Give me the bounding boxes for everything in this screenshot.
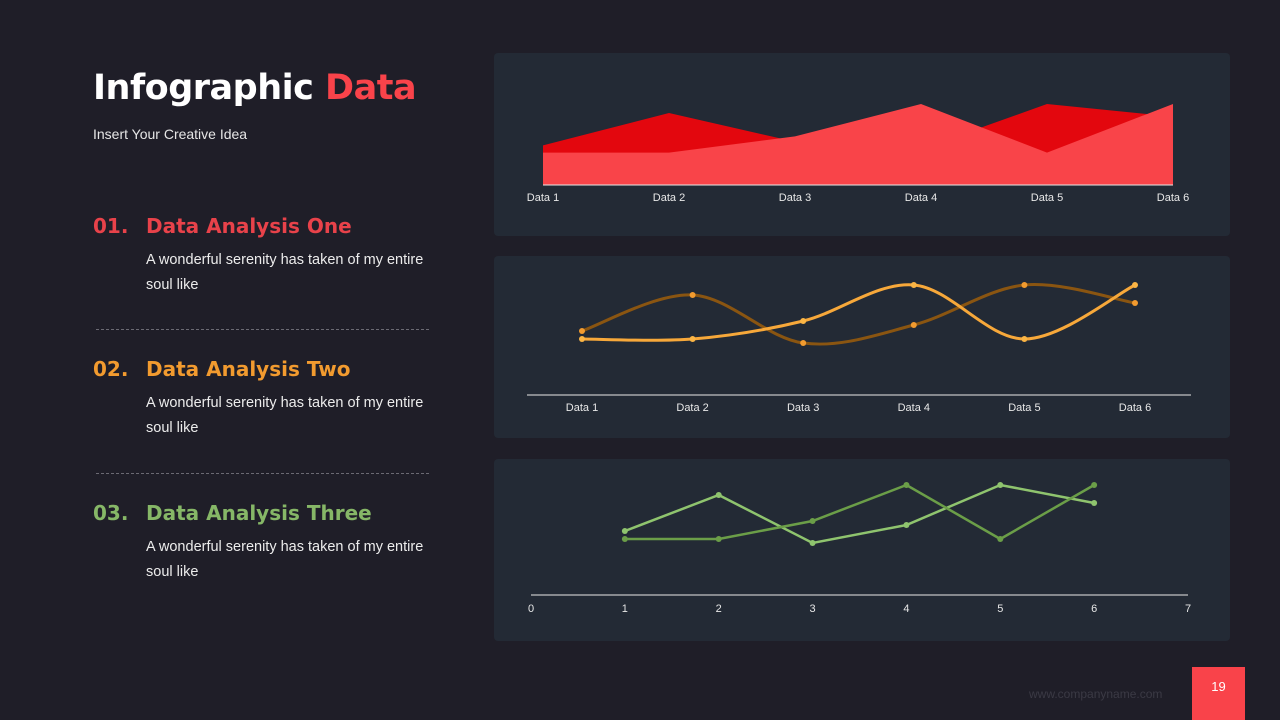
x-tick-label: 6 [1091,603,1097,615]
item-number: 03. [93,501,129,525]
item-title: Data Analysis One [146,214,352,238]
divider [96,329,429,330]
x-tick-label: Data 6 [1119,402,1151,414]
x-tick-label: Data 2 [653,192,685,204]
x-tick-label: 2 [716,603,722,615]
line-series-1 [581,283,1136,346]
line-series-1 [624,483,1095,545]
x-tick-label: 0 [528,603,534,615]
x-tick-label: Data 1 [566,402,598,414]
area-series-2 [543,104,1173,185]
item-title: Data Analysis Two [146,357,351,381]
x-tick-label: 1 [622,603,628,615]
x-tick-label: Data 2 [676,402,708,414]
page-number-badge: 19 [1192,667,1245,720]
x-tick-label: Data 4 [898,402,930,414]
page-subtitle: Insert Your Creative Idea [93,126,248,142]
item-description: A wonderful serenity has taken of my ent… [146,252,424,293]
line-chart: 0 1 2 3 4 5 6 7 [528,482,1191,615]
line-series-2 [624,483,1095,541]
divider [96,473,429,474]
x-tick-label: Data 6 [1157,192,1189,204]
item-title: Data Analysis Three [146,501,372,525]
x-tick-label: 5 [997,603,1003,615]
x-tick-label: Data 3 [779,192,811,204]
title-accent: Data [325,68,417,108]
footer-url: www.companyname.com [1029,687,1163,701]
x-tick-label: Data 3 [787,402,819,414]
x-tick-label: 3 [810,603,816,615]
title-main: Infographic [93,68,314,108]
item-number: 02. [93,357,129,381]
area-chart-panel: Data 1 Data 2 Data 3 Data 4 Data 5 Data 6 [494,53,1230,236]
x-tick-label: Data 4 [905,192,937,204]
smooth-line-chart-panel: Data 1 Data 2 Data 3 Data 4 Data 5 Data 6 [494,256,1230,438]
x-tick-label: 7 [1185,603,1191,615]
line-chart-panel: 0 1 2 3 4 5 6 7 [494,459,1230,641]
page-title: Infographic Data [93,68,417,108]
x-tick-label: 4 [903,603,909,615]
x-tick-label: Data 1 [527,192,559,204]
x-tick-label: Data 5 [1008,402,1040,414]
item-description: A wonderful serenity has taken of my ent… [146,539,424,580]
line-series-2 [581,283,1136,342]
x-tick-label: Data 5 [1031,192,1063,204]
item-description: A wonderful serenity has taken of my ent… [146,395,424,436]
area-chart: Data 1 Data 2 Data 3 Data 4 Data 5 Data 6 [527,104,1189,204]
smooth-line-chart: Data 1 Data 2 Data 3 Data 4 Data 5 Data 6 [527,282,1191,414]
item-number: 01. [93,214,129,238]
